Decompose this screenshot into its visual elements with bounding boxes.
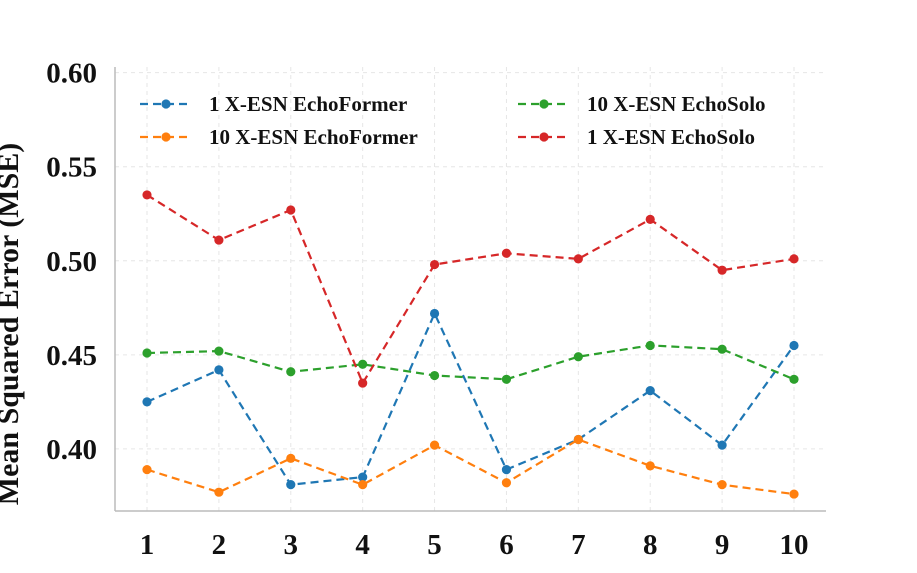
data-point (429, 370, 440, 381)
data-point (573, 434, 583, 445)
data-point (573, 254, 583, 264)
data-point (717, 440, 727, 450)
data-point (645, 340, 655, 351)
x-tick-label: 10 (780, 529, 809, 561)
data-point (789, 489, 799, 499)
data-point (573, 352, 583, 362)
series-group (142, 190, 799, 499)
legend-marker (539, 132, 549, 142)
series-1 (142, 434, 799, 499)
legend-entry: 1 X-ESN EchoSolo (518, 125, 755, 149)
x-tick-label: 6 (499, 529, 514, 561)
data-point (358, 472, 368, 482)
data-point (286, 205, 296, 215)
series-line (146, 193, 795, 386)
data-point (789, 374, 799, 384)
data-point (286, 367, 296, 377)
series-line (146, 310, 795, 486)
y-tick-label: 0.60 (46, 58, 97, 90)
x-tick-label: 5 (427, 529, 442, 561)
data-point (286, 480, 296, 490)
legend-entry: 1 X-ESN EchoFormer (140, 92, 407, 116)
data-point (142, 397, 152, 407)
data-point (501, 478, 512, 488)
data-point (214, 235, 224, 245)
x-tick-label: 7 (571, 529, 586, 561)
data-point (717, 480, 727, 490)
y-tick-label: 0.50 (46, 246, 97, 278)
y-tick-label: 0.55 (46, 152, 97, 184)
data-point (789, 254, 799, 264)
data-point (645, 385, 655, 396)
legend-label: 10 X-ESN EchoSolo (587, 92, 766, 116)
data-point (142, 465, 152, 475)
x-tick-label: 8 (643, 529, 658, 561)
y-tick-label: 0.45 (46, 340, 97, 372)
data-point (429, 440, 440, 450)
legend-label: 1 X-ESN EchoFormer (209, 92, 407, 116)
data-point (501, 248, 512, 258)
data-point (142, 348, 152, 358)
legend-entry: 10 X-ESN EchoFormer (140, 125, 418, 149)
legend: 1 X-ESN EchoFormer 10 X-ESN EchoFormer 10 … (140, 92, 766, 149)
data-point (142, 190, 152, 200)
data-point (645, 214, 655, 224)
data-point (286, 453, 296, 463)
x-tick-label: 9 (715, 529, 730, 561)
grid (115, 67, 826, 511)
data-point (429, 308, 440, 319)
data-point (717, 344, 727, 354)
series-2 (142, 340, 799, 384)
x-tick-label: 4 (355, 529, 370, 561)
data-point (214, 346, 224, 356)
legend-label: 10 X-ESN EchoFormer (209, 125, 418, 149)
legend-entry: 10 X-ESN EchoSolo (518, 92, 766, 116)
legend-marker (539, 99, 549, 109)
series-0 (142, 308, 799, 490)
data-point (645, 461, 655, 471)
legend-marker (161, 99, 171, 109)
y-axis-label: Mean Squared Error (MSE) (0, 143, 25, 506)
data-point (789, 340, 799, 351)
data-point (358, 480, 368, 490)
data-point (358, 378, 368, 388)
series-line (146, 438, 795, 496)
data-point (501, 465, 512, 475)
legend-marker (161, 132, 171, 142)
x-tick-label: 3 (284, 529, 299, 561)
data-point (501, 374, 512, 384)
x-tick-label: 1 (140, 529, 155, 561)
legend-label: 1 X-ESN EchoSolo (587, 125, 755, 149)
y-tick-label: 0.40 (46, 434, 97, 466)
data-point (358, 359, 368, 369)
tick-labels: 0.40 0.45 0.50 0.55 0.60 1 2 3 4 5 6 7 8 9 10 (46, 58, 808, 561)
data-point (717, 265, 727, 275)
axes (114, 67, 826, 512)
data-point (429, 259, 440, 270)
x-tick-label: 2 (212, 529, 227, 561)
data-point (214, 487, 224, 497)
series-3 (142, 190, 799, 388)
series-line (146, 344, 795, 381)
data-point (214, 365, 224, 375)
